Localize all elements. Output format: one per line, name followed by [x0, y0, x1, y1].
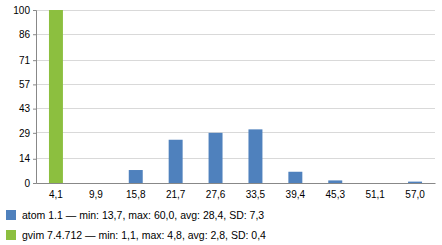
- grid: [36, 10, 435, 183]
- tick-label: 29: [19, 128, 31, 139]
- tick: 4,1: [49, 183, 63, 200]
- grid-line: [36, 132, 435, 133]
- plot: 0 14 29 43 57 71 86 100 4,1 9,9 15,8 21,7 27,6 33,5 39…: [13, 5, 435, 200]
- tick: 71: [19, 55, 36, 66]
- tick-label: 57: [19, 79, 31, 90]
- bar: [288, 172, 302, 183]
- tick-label: 86: [19, 29, 31, 40]
- bar: [368, 183, 382, 184]
- legend-label: atom 1.1 — min: 13,7, max: 60,0, avg: 28…: [22, 209, 264, 221]
- tick-label: 15,8: [126, 189, 146, 200]
- tick: 21,7: [166, 183, 186, 200]
- bar: [129, 170, 143, 183]
- bar: [49, 10, 63, 183]
- bar: [209, 183, 223, 184]
- bar: [328, 180, 342, 183]
- series: [49, 10, 63, 183]
- bar: [288, 183, 302, 184]
- tick-label: 9,9: [89, 189, 103, 200]
- tick: 14: [19, 153, 36, 164]
- tick-label: 71: [19, 55, 31, 66]
- tick: 86: [19, 29, 36, 40]
- chart: 0 14 29 43 57 71 86 100 4,1 9,9 15,8 21,7 27,6 33,5 39…: [0, 0, 442, 245]
- grid-line: [36, 10, 435, 11]
- tick: 39,4: [286, 183, 306, 200]
- y-axis: 0 14 29 43 57 71 86 100: [13, 5, 36, 189]
- axis-line: [37, 183, 436, 184]
- legend-swatch: [6, 210, 16, 220]
- tick-label: 45,3: [326, 189, 346, 200]
- tick-mark: [33, 159, 36, 160]
- bar: [368, 183, 382, 184]
- bar: [408, 182, 422, 183]
- tick-label: 100: [13, 5, 30, 16]
- tick-mark: [33, 133, 36, 134]
- series: [129, 129, 422, 183]
- bar: [408, 183, 422, 184]
- tick-label: 33,5: [246, 189, 266, 200]
- tick: 43: [19, 103, 36, 114]
- tick: 45,3: [326, 183, 346, 200]
- bar: [129, 183, 143, 184]
- grid-line: [36, 183, 435, 184]
- tick-label: 43: [19, 103, 31, 114]
- tick: 57: [19, 79, 36, 90]
- legend: atom 1.1 — min: 13,7, max: 60,0, avg: 28…: [6, 209, 266, 241]
- bar: [169, 140, 183, 183]
- grid-line: [36, 84, 435, 85]
- tick: 29: [19, 128, 36, 139]
- bar: [248, 183, 262, 184]
- tick-mark: [33, 34, 36, 35]
- bar: [169, 183, 183, 184]
- grid-line: [36, 108, 435, 109]
- tick-mark: [33, 109, 36, 110]
- tick: 27,6: [206, 183, 226, 200]
- tick-mark: [33, 183, 36, 184]
- legend-swatch: [6, 230, 16, 240]
- bar: [89, 183, 103, 184]
- tick: 57,0: [405, 183, 425, 200]
- tick: 33,5: [246, 183, 266, 200]
- tick-label: 57,0: [405, 189, 425, 200]
- legend-label: gvim 7.4.712 — min: 1,1, max: 4,8, avg: …: [22, 229, 266, 241]
- grid-line: [36, 158, 435, 159]
- tick-label: 51,1: [365, 189, 385, 200]
- tick-label: 4,1: [49, 189, 63, 200]
- bar: [89, 183, 103, 184]
- bar: [248, 129, 262, 183]
- tick-label: 39,4: [286, 189, 306, 200]
- tick: 9,9: [89, 183, 103, 200]
- bar: [209, 133, 223, 183]
- tick: 0: [24, 178, 36, 189]
- tick: 100: [13, 5, 36, 16]
- axis-line: [33, 11, 37, 184]
- tick-label: 14: [19, 153, 31, 164]
- tick: 15,8: [126, 183, 146, 200]
- grid-line: [36, 34, 435, 35]
- tick-label: 21,7: [166, 189, 186, 200]
- bars: [49, 10, 422, 183]
- tick-mark: [33, 10, 36, 11]
- tick-mark: [33, 60, 36, 61]
- tick-label: 27,6: [206, 189, 226, 200]
- tick-mark: [33, 84, 36, 85]
- tick-label: 0: [24, 178, 30, 189]
- tick: 51,1: [365, 183, 385, 200]
- grid-line: [36, 60, 435, 61]
- bar: [328, 183, 342, 184]
- x-axis: 4,1 9,9 15,8 21,7 27,6 33,5 39,4 45,3 51,1 57,0: [37, 183, 436, 200]
